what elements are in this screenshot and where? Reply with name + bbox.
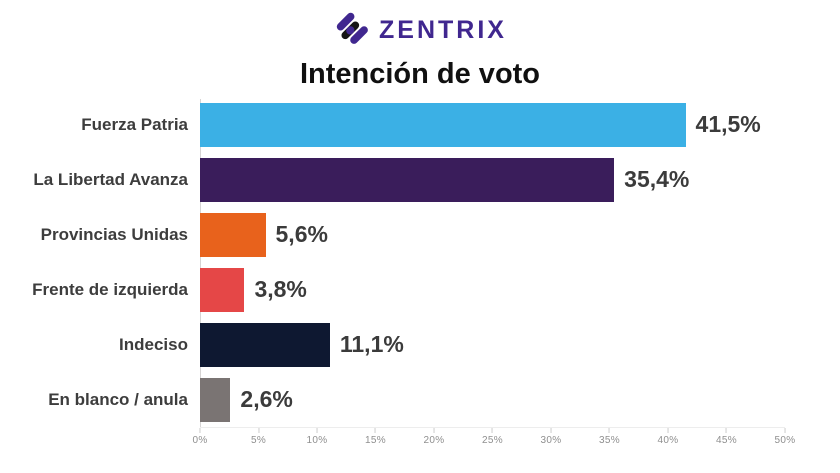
tick-label: 20% xyxy=(423,435,445,447)
bar-value-label: 2,6% xyxy=(240,386,293,413)
x-axis-tick: 40% xyxy=(658,428,679,446)
x-axis-tick: 45% xyxy=(716,428,737,446)
bar xyxy=(200,267,245,312)
tick-label: 30% xyxy=(540,435,562,447)
bar-row: En blanco / anula 2,6% xyxy=(0,372,840,427)
bar-value-label: 3,8% xyxy=(254,276,307,303)
category-label: Frente de izquierda xyxy=(32,279,188,299)
bar-value-label: 35,4% xyxy=(624,166,690,193)
bar-value-label: 11,1% xyxy=(339,331,404,358)
tick-mark xyxy=(199,428,201,434)
bar xyxy=(200,377,231,422)
x-axis-tick: 10% xyxy=(307,428,328,446)
x-axis: 0% 5% 10% 15% 20% 25% 30% 35% 40% 45% 50% xyxy=(192,427,795,452)
category-label: Fuerza Patria xyxy=(81,114,188,134)
bar xyxy=(200,157,615,202)
tick-mark xyxy=(667,428,669,434)
bar-chart: Fuerza Patria 41,5% La Libertad Avanza 35,4… xyxy=(0,97,840,452)
tick-label: 10% xyxy=(306,435,328,447)
x-axis-tick: 20% xyxy=(424,428,445,446)
tick-label: 50% xyxy=(774,435,796,447)
bar xyxy=(200,322,330,367)
y-axis-line xyxy=(200,99,201,428)
category-label: La Libertad Avanza xyxy=(33,169,188,189)
zentrix-logo-icon xyxy=(336,12,368,44)
category-label: Provincias Unidas xyxy=(40,224,188,244)
x-axis-tick: 5% xyxy=(251,428,266,446)
tick-mark xyxy=(784,428,786,434)
bar xyxy=(200,102,686,147)
category-label: En blanco / anula xyxy=(48,389,188,409)
bar-area: 35,4% xyxy=(200,152,785,207)
bar-value-label: 5,6% xyxy=(275,221,328,248)
bar-area: 3,8% xyxy=(200,262,785,317)
logo: ZENTRIX xyxy=(0,0,840,51)
x-axis-tick: 30% xyxy=(541,428,562,446)
x-axis-tick: 50% xyxy=(775,428,796,446)
bar-rows: Fuerza Patria 41,5% La Libertad Avanza 35,4… xyxy=(0,97,840,428)
tick-label: 0% xyxy=(192,435,208,447)
tick-mark xyxy=(258,428,259,434)
bar xyxy=(200,212,266,257)
tick-label: 25% xyxy=(482,435,503,447)
tick-label: 35% xyxy=(599,435,620,447)
bar-area: 5,6% xyxy=(200,207,785,262)
tick-mark xyxy=(491,428,493,434)
tick-mark xyxy=(374,428,376,434)
tick-mark xyxy=(725,428,727,434)
tick-mark xyxy=(608,428,610,434)
tick-mark xyxy=(550,428,552,434)
x-axis-tick: 25% xyxy=(482,428,503,446)
x-axis-tick: 35% xyxy=(599,428,620,446)
bar-row: La Libertad Avanza 35,4% xyxy=(0,152,840,207)
tick-mark xyxy=(316,428,318,434)
x-axis-tick: 15% xyxy=(365,428,386,446)
bar-area: 2,6% xyxy=(200,372,785,427)
tick-label: 15% xyxy=(365,435,386,447)
tick-label: 5% xyxy=(250,435,267,447)
tick-label: 45% xyxy=(716,435,737,447)
bar-area: 11,1% xyxy=(200,317,785,372)
bar-row: Frente de izquierda 3,8% xyxy=(0,262,840,317)
x-axis-tick: 0% xyxy=(192,428,207,446)
bar-area: 41,5% xyxy=(200,97,785,152)
brand-name: ZENTRIX xyxy=(379,15,507,44)
category-label: Indeciso xyxy=(119,334,188,354)
chart-title: Intención de voto xyxy=(299,58,541,90)
bar-row: Provincias Unidas 5,6% xyxy=(0,207,840,262)
tick-label: 40% xyxy=(657,435,679,447)
tick-mark xyxy=(433,428,435,434)
bar-row: Indeciso 11,1% xyxy=(0,317,840,372)
bar-row: Fuerza Patria 41,5% xyxy=(0,97,840,152)
bar-value-label: 41,5% xyxy=(695,111,761,138)
